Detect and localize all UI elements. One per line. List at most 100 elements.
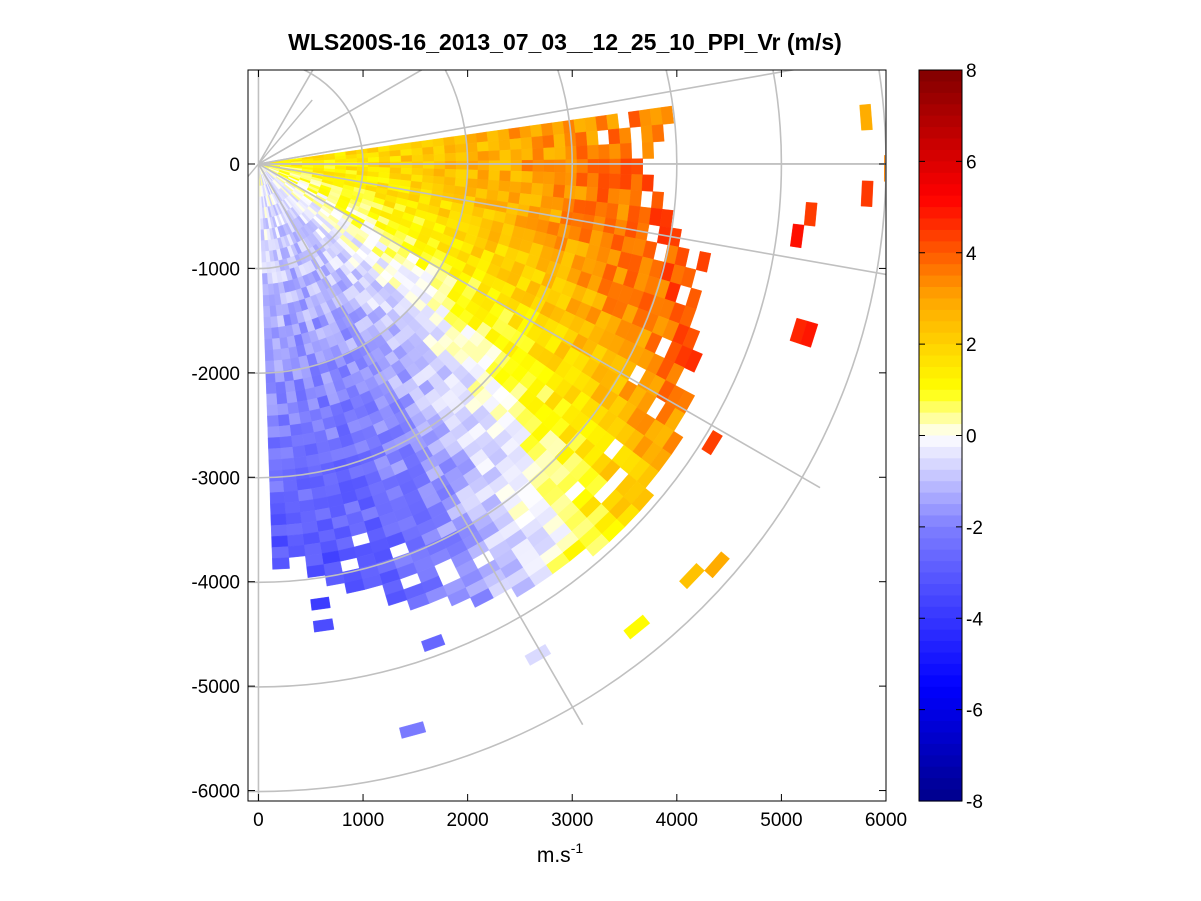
colorbar: 8 6 4 2 0 -2 -4 -6 -8 [918, 61, 983, 813]
velocity-cell [587, 158, 600, 174]
colorbar-bands [919, 70, 962, 802]
colorbar-band [919, 663, 962, 676]
colorbar-band [919, 264, 962, 277]
velocity-cell [270, 327, 280, 340]
colorbar-tick-label: -4 [966, 609, 983, 630]
velocity-cell [267, 437, 281, 450]
velocity-cell [323, 159, 336, 164]
velocity-cell [400, 148, 413, 157]
velocity-cell [289, 423, 303, 437]
velocity-cell [618, 188, 632, 206]
velocity-cell [267, 426, 280, 439]
velocity-cell [488, 150, 501, 162]
velocity-cell [543, 171, 556, 185]
velocity-cell [261, 251, 267, 263]
velocity-cell [595, 114, 609, 132]
velocity-cell [411, 154, 424, 163]
velocity-cell [521, 159, 534, 172]
velocity-cell [275, 381, 287, 394]
velocity-cell [444, 168, 457, 179]
colorbar-tick-label: 4 [966, 244, 977, 265]
velocity-cell [269, 305, 277, 318]
velocity-cell [499, 160, 512, 172]
colorbar-band [919, 435, 962, 448]
colorbar-band [919, 629, 962, 642]
velocity-cell [487, 179, 500, 192]
velocity-cell [271, 337, 281, 351]
velocity-cell [302, 160, 314, 164]
velocity-cell [704, 551, 730, 579]
velocity-cell [411, 147, 424, 156]
colorbar-band [919, 241, 962, 254]
colorbar-band [919, 127, 962, 140]
velocity-cell [576, 145, 589, 160]
chart-title: WLS200S-16_2013_07_03__12_25_10_PPI_Vr (… [288, 29, 842, 55]
velocity-cell [268, 447, 282, 461]
velocity-cell [433, 145, 446, 155]
velocity-cell [389, 149, 402, 157]
velocity-cell [651, 191, 665, 210]
x-tick-label: 3000 [551, 810, 593, 831]
x-tick-label: 4000 [656, 810, 698, 831]
velocity-cell [270, 316, 279, 329]
azimuth-line [258, 148, 341, 165]
colorbar-band [919, 549, 962, 562]
colorbar-band [919, 92, 962, 105]
x-tick-label: 2000 [446, 810, 488, 831]
velocity-cell [499, 149, 512, 161]
colorbar-band [919, 709, 962, 722]
velocity-cell [477, 169, 490, 181]
y-tick-label: -5000 [191, 677, 240, 698]
velocity-cell [565, 159, 578, 174]
velocity-cell [651, 124, 665, 143]
y-tick-label: -3000 [191, 468, 240, 489]
velocity-cell [532, 147, 545, 161]
velocity-cell [297, 488, 314, 502]
velocity-cell [290, 434, 305, 448]
velocity-cell [518, 193, 532, 207]
velocity-cell [541, 183, 555, 198]
velocity-cell [640, 125, 654, 143]
azimuth-line [248, 163, 259, 178]
velocity-cell [283, 490, 300, 504]
velocity-cell [475, 188, 488, 200]
colorbar-band [919, 446, 962, 459]
colorbar-tick-label: 6 [966, 152, 977, 173]
velocity-cell [800, 320, 819, 348]
plot-frame [247, 69, 887, 802]
velocity-cell [281, 468, 297, 482]
velocity-cell [453, 134, 467, 145]
velocity-cell [499, 170, 512, 182]
velocity-cell [607, 188, 621, 205]
colorbar-tick-label: -6 [966, 701, 983, 722]
velocity-cell [275, 392, 288, 405]
velocity-cell [268, 294, 276, 307]
velocity-cell [422, 146, 435, 156]
colorbar-band [919, 184, 962, 197]
colorbar-band [919, 366, 962, 379]
colorbar-band [919, 458, 962, 471]
velocity-cell [554, 146, 567, 161]
x-tick-label: 1000 [342, 810, 384, 831]
colorbar-band [919, 583, 962, 597]
velocity-cell [596, 187, 610, 204]
velocity-cell [280, 446, 294, 460]
colorbar-band [919, 492, 962, 505]
velocity-cell [266, 393, 278, 406]
colorbar-band [919, 275, 962, 288]
velocity-cell [295, 477, 312, 491]
velocity-cell [466, 160, 479, 171]
velocity-cell [422, 161, 435, 170]
velocity-cells [258, 103, 886, 739]
x-tick-label: 6000 [865, 810, 907, 831]
velocity-cell [298, 499, 315, 513]
velocity-cell [531, 135, 544, 149]
velocity-cell [285, 391, 298, 404]
velocity-cell [619, 173, 632, 191]
y-tick-label: -1000 [191, 259, 240, 280]
velocity-cell [385, 589, 408, 607]
velocity-cell [659, 208, 674, 228]
velocity-cell [575, 131, 588, 147]
velocity-cell [553, 172, 567, 186]
